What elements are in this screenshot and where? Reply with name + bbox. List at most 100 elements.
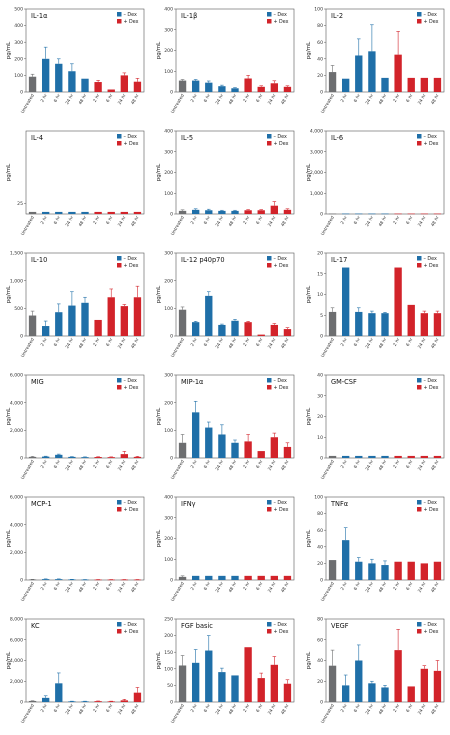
y-tick-label: 0 bbox=[320, 90, 323, 96]
y-tick-label: 0 bbox=[170, 90, 173, 96]
bar-minus-dex-2-hr bbox=[41, 211, 50, 214]
x-tick-label: 2 hr bbox=[392, 93, 402, 104]
bar-plus-dex-6-hr bbox=[407, 77, 415, 92]
bar-untreated-untreated bbox=[328, 665, 337, 702]
bar-minus-dex-2-hr bbox=[41, 579, 50, 580]
x-tick-label: Untreated bbox=[20, 581, 36, 603]
x-tick-label: 24 hr bbox=[417, 337, 428, 350]
x-tick-label: 2 hr bbox=[189, 215, 199, 226]
y-tick-label: 80 bbox=[317, 511, 323, 517]
bar-untreated-untreated bbox=[328, 213, 337, 215]
x-tick-label: 6 hr bbox=[255, 215, 265, 226]
bar-minus-dex-48-hr bbox=[231, 210, 239, 214]
x-tick-label: 48 hr bbox=[77, 703, 88, 716]
x-tick-label: 6 hr bbox=[405, 459, 415, 470]
bar-minus-dex-48-hr bbox=[81, 579, 89, 581]
legend-swatch-minus-dex bbox=[267, 12, 272, 17]
bar-plus-dex-6-hr bbox=[107, 297, 115, 336]
x-tick-label: 48 hr bbox=[377, 459, 388, 472]
x-tick-label: 24 hr bbox=[117, 459, 128, 472]
legend-label-minus-dex: – Dex bbox=[124, 12, 137, 18]
x-tick-label: 48 hr bbox=[430, 703, 441, 716]
legend-label-minus-dex: – Dex bbox=[124, 500, 137, 506]
bar-plus-dex-48-hr bbox=[283, 683, 292, 702]
y-tick-label: 30 bbox=[317, 393, 323, 399]
x-tick-label: 48 hr bbox=[227, 703, 238, 716]
y-tick-label: 20 bbox=[317, 679, 323, 685]
x-tick-label: 2 hr bbox=[39, 93, 49, 104]
y-tick-label: 1,000 bbox=[10, 278, 23, 284]
legend-swatch-plus-dex bbox=[417, 141, 422, 146]
x-tick-label: 24 hr bbox=[364, 581, 375, 594]
y-tick-label: 300 bbox=[164, 373, 173, 379]
bar-minus-dex-2-hr bbox=[41, 456, 50, 458]
chart-title: IL-17 bbox=[331, 256, 347, 264]
x-tick-label: 6 hr bbox=[353, 215, 363, 226]
x-tick-label: 2 hr bbox=[39, 703, 49, 714]
bar-plus-dex-48-hr bbox=[283, 575, 292, 580]
x-tick-label: 48 hr bbox=[130, 459, 141, 472]
bar-minus-dex-48-hr bbox=[381, 77, 389, 92]
x-tick-label: 48 hr bbox=[227, 93, 238, 106]
legend-swatch-minus-dex bbox=[267, 256, 272, 261]
bar-plus-dex-2-hr bbox=[244, 647, 252, 702]
x-tick-label: 6 hr bbox=[353, 459, 363, 470]
x-tick-label: 24 hr bbox=[64, 581, 75, 594]
bar-minus-dex-24-hr bbox=[368, 563, 376, 580]
y-tick-label: 40 bbox=[317, 658, 323, 664]
bar-minus-dex-48-hr bbox=[231, 320, 239, 336]
x-tick-label: 48 hr bbox=[280, 337, 291, 350]
x-tick-label: 48 hr bbox=[77, 93, 88, 106]
y-tick-label: 0 bbox=[320, 334, 323, 340]
legend-swatch-minus-dex bbox=[267, 134, 272, 139]
bar-minus-dex-6-hr bbox=[205, 295, 213, 336]
legend-swatch-minus-dex bbox=[417, 256, 422, 261]
x-tick-label: Untreated bbox=[320, 215, 336, 237]
y-tick-label: 1,000 bbox=[310, 191, 323, 197]
bar-plus-dex-6-hr bbox=[107, 89, 115, 92]
chart-panel-8: 0 100 200 300 pg/mL IL-12 p40p70 – Dex+ Dex Unt… bbox=[156, 251, 295, 359]
y-tick-label: 25 bbox=[17, 201, 23, 207]
bar-minus-dex-6-hr bbox=[205, 82, 213, 92]
x-tick-label: 48 hr bbox=[77, 215, 88, 228]
bar-minus-dex-6-hr bbox=[55, 683, 63, 702]
y-tick-label: 15 bbox=[317, 271, 323, 277]
legend-label-plus-dex: + Dex bbox=[424, 19, 439, 25]
y-axis-label: pg/mL bbox=[156, 285, 162, 303]
x-tick-label: 48 hr bbox=[430, 459, 441, 472]
x-tick-label: 24 hr bbox=[364, 215, 375, 228]
x-tick-label: 24 hr bbox=[64, 459, 75, 472]
x-tick-label: 2 hr bbox=[242, 337, 252, 348]
x-tick-label: 24 hr bbox=[117, 93, 128, 106]
bar-minus-dex-24-hr bbox=[68, 456, 76, 458]
bar-minus-dex-6-hr bbox=[205, 575, 213, 580]
x-tick-label: 24 hr bbox=[64, 703, 75, 716]
bar-minus-dex-48-hr bbox=[81, 211, 89, 214]
bar-minus-dex-2-hr bbox=[341, 267, 350, 336]
x-tick-label: 6 hr bbox=[105, 581, 115, 592]
x-tick-label: 6 hr bbox=[353, 703, 363, 714]
chart-panel-10: 0 2,000 4,000 6,000 pg/mL MIG – Dex+ Dex Untrea… bbox=[6, 373, 145, 481]
legend-swatch-plus-dex bbox=[117, 507, 122, 512]
y-tick-label: 250 bbox=[164, 617, 173, 623]
legend-swatch-plus-dex bbox=[267, 629, 272, 634]
x-tick-label: 6 hr bbox=[255, 459, 265, 470]
x-tick-label: 2 hr bbox=[242, 459, 252, 470]
x-tick-label: 2 hr bbox=[39, 337, 49, 348]
y-tick-label: 20 bbox=[317, 561, 323, 567]
x-tick-label: 24 hr bbox=[117, 337, 128, 350]
x-tick-label: 6 hr bbox=[353, 93, 363, 104]
x-tick-label: Untreated bbox=[20, 215, 36, 237]
bar-minus-dex-24-hr bbox=[68, 579, 76, 581]
legend-label-minus-dex: – Dex bbox=[274, 134, 287, 140]
x-tick-label: 6 hr bbox=[203, 93, 213, 104]
x-tick-label: Untreated bbox=[20, 459, 36, 481]
legend-swatch-plus-dex bbox=[267, 385, 272, 390]
y-tick-label: 6,000 bbox=[10, 637, 23, 643]
x-tick-label: 24 hr bbox=[417, 215, 428, 228]
bar-minus-dex-24-hr bbox=[368, 683, 376, 702]
chart-title: IL-12 p40p70 bbox=[181, 256, 225, 264]
bar-plus-dex-24-hr bbox=[120, 306, 129, 336]
bar-minus-dex-6-hr bbox=[355, 455, 363, 458]
bar-untreated-untreated bbox=[28, 579, 37, 581]
